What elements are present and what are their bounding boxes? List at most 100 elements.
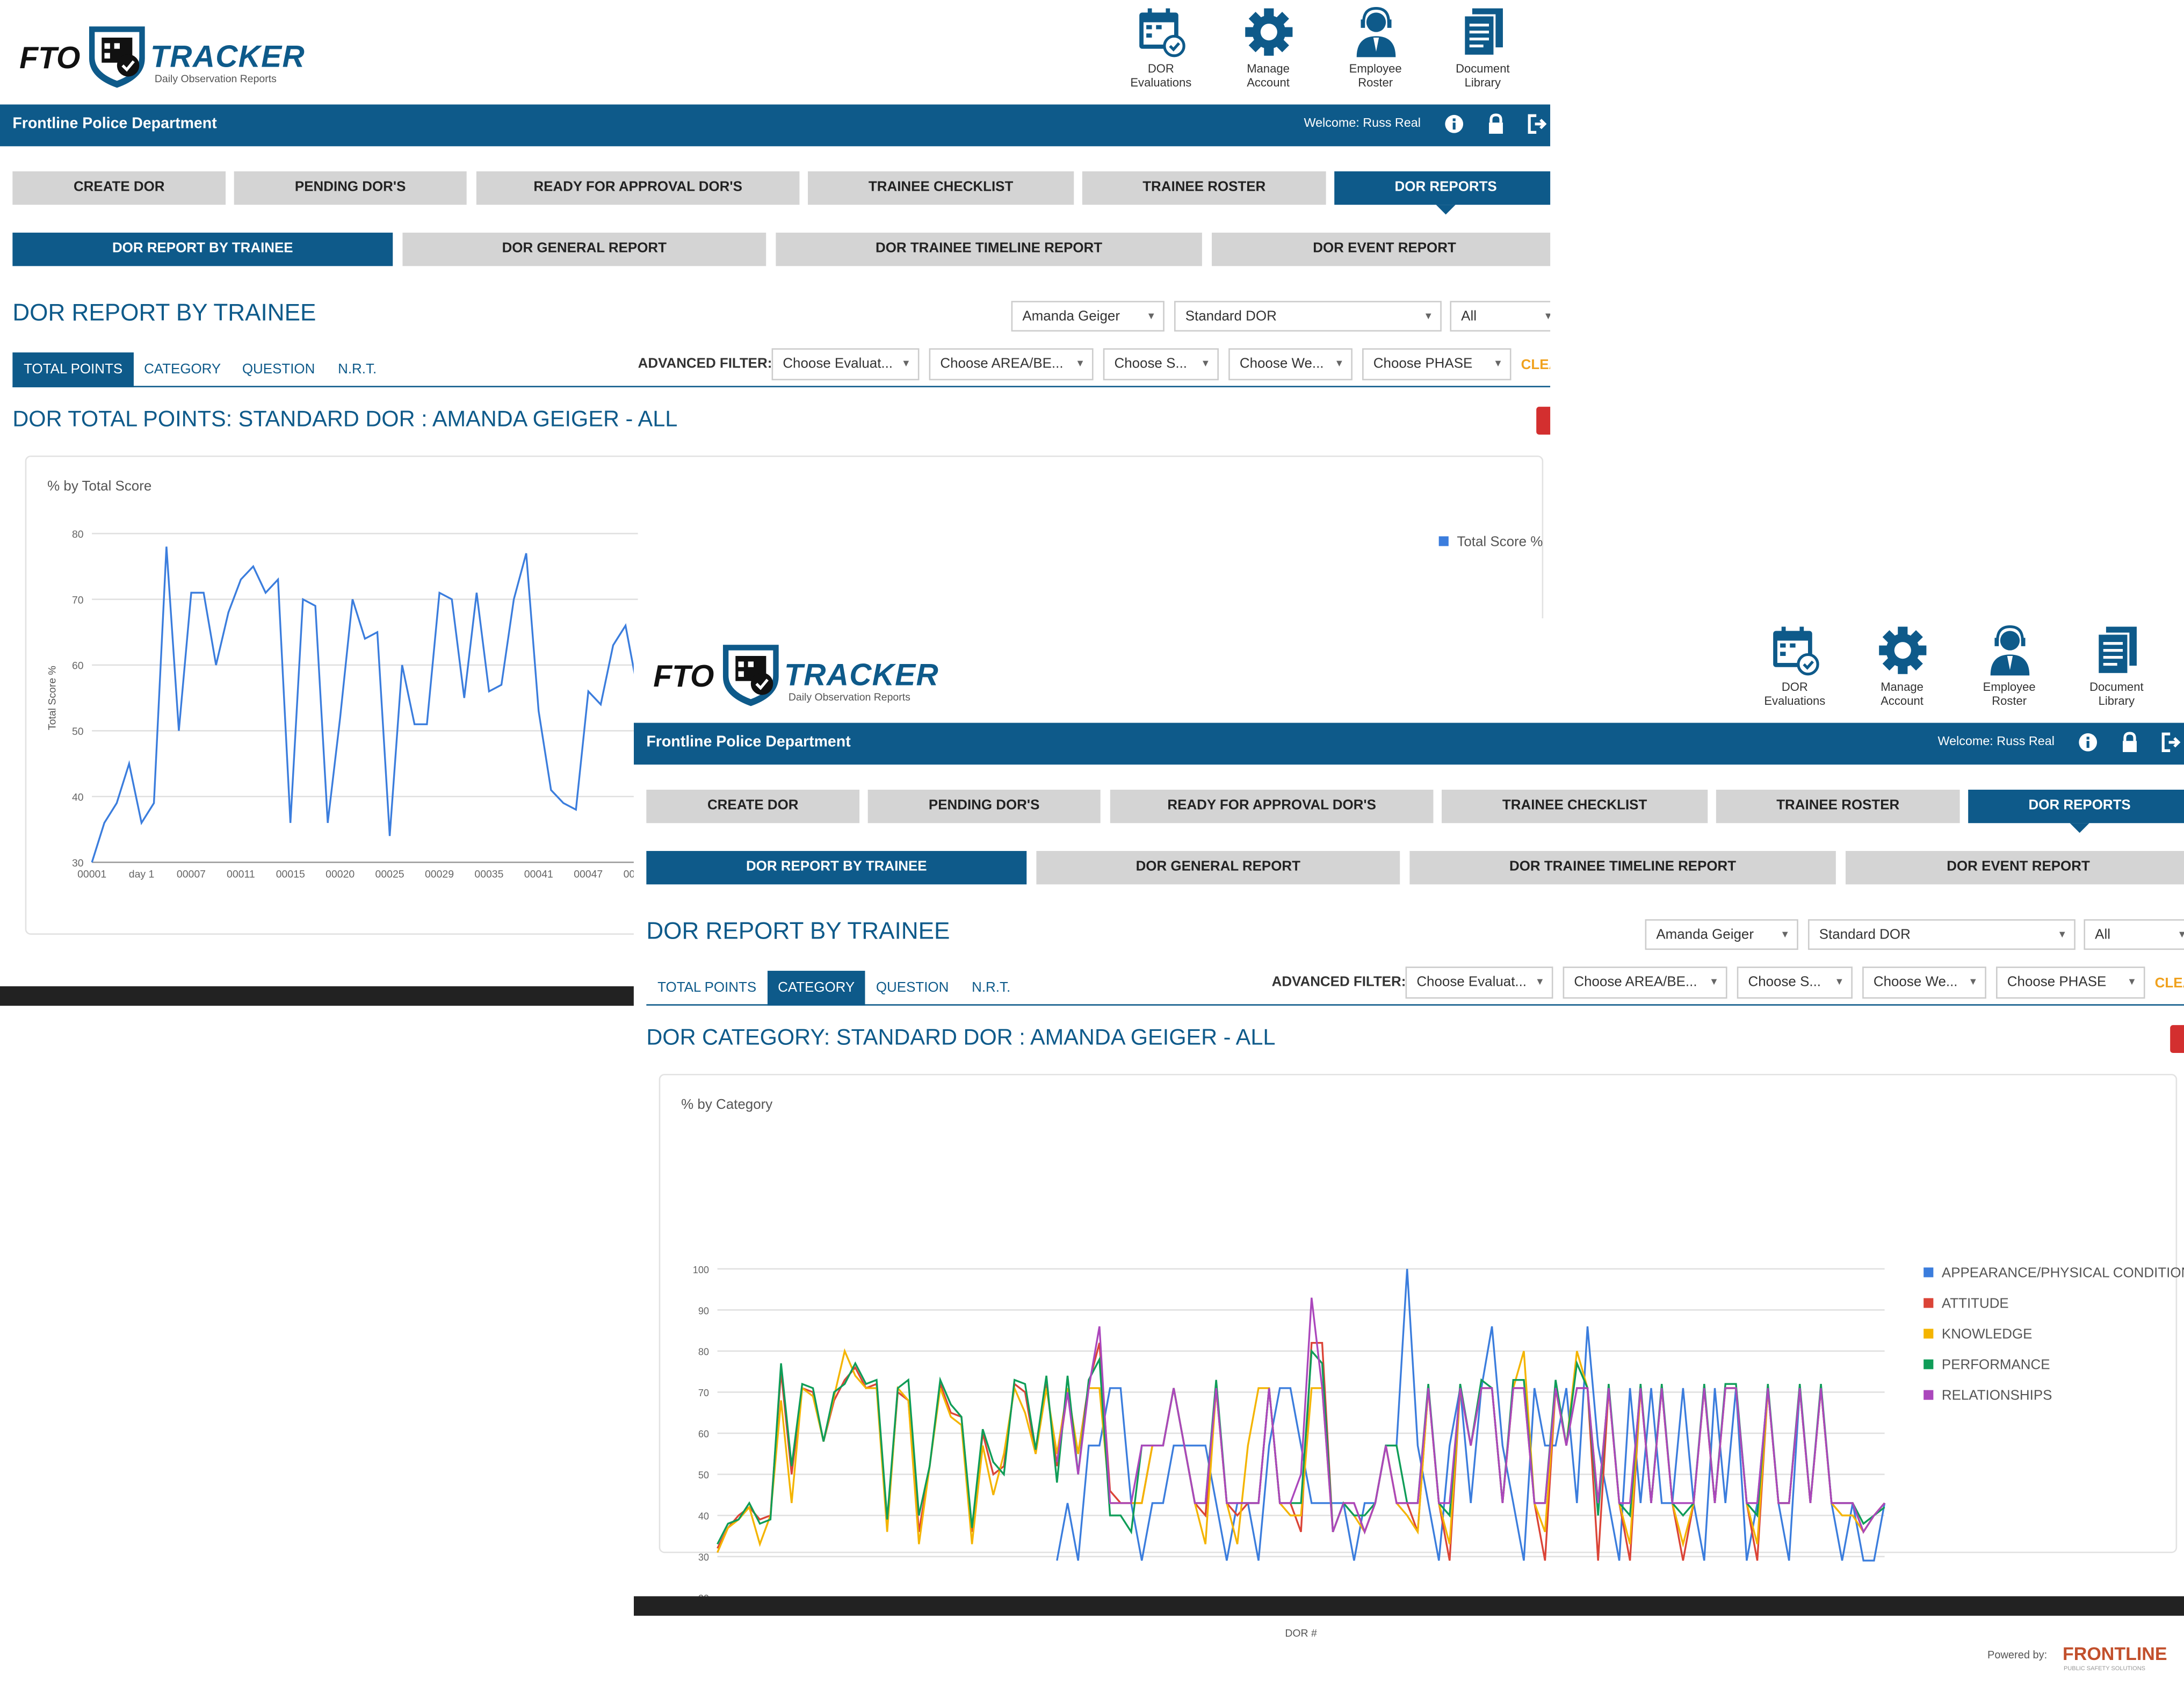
nav-document-library[interactable]: Document Library: [2063, 624, 2171, 718]
tab-dor-general-report[interactable]: DOR GENERAL REPORT: [1036, 851, 1400, 885]
logout-icon[interactable]: [1527, 113, 1549, 135]
nav-document-library[interactable]: Document Library: [1429, 5, 1537, 100]
info-icon[interactable]: [2077, 731, 2099, 753]
filter-week-select[interactable]: Choose We... ▼: [1862, 966, 1986, 999]
tab-trainee-roster[interactable]: TRAINEE ROSTER: [1716, 789, 1960, 824]
y-tick-label: 100: [693, 1265, 709, 1275]
y-tick-label: 70: [72, 594, 84, 606]
subtab-nrt[interactable]: N.R.T.: [972, 980, 1011, 996]
legend-swatch: [1923, 1390, 1934, 1400]
nav-employee-roster[interactable]: Employee Roster: [1322, 5, 1429, 100]
pdf-export-icon[interactable]: [1536, 407, 1551, 435]
shield-calendar-icon: [722, 645, 779, 706]
legend-swatch: [1923, 1298, 1934, 1308]
subtab-category[interactable]: CATEGORY: [767, 971, 865, 1006]
subtab-nrt[interactable]: N.R.T.: [338, 362, 377, 378]
series-line: [91, 546, 639, 863]
range-select-value: All: [2095, 927, 2111, 943]
nav-line1: Manage: [1881, 680, 1923, 694]
nav-manage-account[interactable]: Manage Account: [1214, 5, 1322, 100]
nav-employee-roster[interactable]: Employee Roster: [1956, 624, 2063, 718]
tab-dor-reports[interactable]: DOR REPORTS: [1334, 171, 1551, 215]
tab-ready-for-approval[interactable]: READY FOR APPROVAL DOR'S: [476, 171, 800, 205]
tab-dor-reports[interactable]: DOR REPORTS: [1968, 789, 2184, 833]
top-nav: DOR Evaluations Manage Account: [1108, 5, 1537, 100]
chart-title: % by Category: [681, 1098, 773, 1113]
subtab-total-points[interactable]: TOTAL POINTS: [12, 352, 134, 387]
filter-phase-value: Choose PHASE: [1373, 356, 1473, 372]
nav-line2: Evaluations: [1764, 694, 1826, 708]
pdf-export-icon[interactable]: [2170, 1025, 2184, 1053]
filter-evaluator-select[interactable]: Choose Evaluat... ▼: [1405, 966, 1553, 999]
form-select-value: Standard DOR: [1819, 927, 1911, 943]
lock-icon[interactable]: [2118, 731, 2140, 753]
fto-tracker-logo[interactable]: FTO TRACKER Daily Observation Reports: [19, 19, 312, 89]
sub-tabs-divider: [12, 386, 1551, 387]
headset-user-icon: [1990, 625, 2029, 676]
trainee-select[interactable]: Amanda Geiger ▼: [1645, 919, 1798, 950]
tab-dor-trainee-timeline-report[interactable]: DOR TRAINEE TIMELINE REPORT: [1409, 851, 1836, 885]
clear-filter-button[interactable]: CLEA: [1521, 358, 1550, 373]
range-select[interactable]: All ▼: [2084, 919, 2184, 950]
tab-dor-report-by-trainee[interactable]: DOR REPORT BY TRAINEE: [646, 851, 1027, 885]
tab-dor-event-report[interactable]: DOR EVENT REPORT: [1845, 851, 2184, 885]
filter-area-select[interactable]: Choose AREA/BE... ▼: [1563, 966, 1727, 999]
form-select[interactable]: Standard DOR ▼: [1807, 919, 2075, 950]
nav-dor-evaluations[interactable]: DOR Evaluations: [1108, 5, 1215, 100]
filter-phase-select[interactable]: Choose PHASE ▼: [1362, 348, 1512, 380]
frontline-logo-sub: PUBLIC SAFETY SOLUTIONS: [2064, 1665, 2146, 1672]
headset-user-icon: [1356, 6, 1395, 57]
tab-trainee-checklist[interactable]: TRAINEE CHECKLIST: [807, 171, 1074, 205]
tab-dor-general-report[interactable]: DOR GENERAL REPORT: [402, 233, 766, 266]
nav-line1: DOR: [1781, 680, 1808, 694]
nav-line2: Library: [2098, 694, 2135, 708]
filter-evaluator-select[interactable]: Choose Evaluat... ▼: [771, 348, 920, 380]
filter-area-value: Choose AREA/BE...: [940, 356, 1064, 372]
x-tick-label: 00041: [524, 869, 553, 880]
x-tick-label: 00047: [574, 869, 603, 880]
tab-pending-dors[interactable]: PENDING DOR'S: [234, 171, 467, 205]
fto-tracker-logo[interactable]: FTO TRACKER Daily Observation Reports: [653, 638, 946, 708]
nav-line2: Account: [1881, 694, 1923, 708]
filter-shift-select[interactable]: Choose S... ▼: [1103, 348, 1219, 380]
form-select[interactable]: Standard DOR ▼: [1174, 301, 1442, 332]
nav-manage-account[interactable]: Manage Account: [1848, 624, 1956, 718]
tab-trainee-roster[interactable]: TRAINEE ROSTER: [1082, 171, 1326, 205]
tab-create-dor[interactable]: CREATE DOR: [12, 171, 226, 205]
tab-ready-for-approval[interactable]: READY FOR APPROVAL DOR'S: [1110, 789, 1434, 824]
filter-shift-select[interactable]: Choose S... ▼: [1737, 966, 1853, 999]
tab-dor-event-report[interactable]: DOR EVENT REPORT: [1211, 233, 1551, 266]
tab-dor-trainee-timeline-report[interactable]: DOR TRAINEE TIMELINE REPORT: [776, 233, 1202, 266]
subtab-total-points[interactable]: TOTAL POINTS: [657, 980, 757, 996]
x-tick-label: 00011: [227, 869, 255, 880]
tab-trainee-checklist[interactable]: TRAINEE CHECKLIST: [1441, 789, 1708, 824]
legend-label: Total Score %: [1457, 534, 1543, 549]
tab-pending-dors[interactable]: PENDING DOR'S: [867, 789, 1101, 824]
x-tick-label: 00007: [177, 869, 206, 880]
info-icon[interactable]: [1443, 113, 1465, 135]
y-tick-label: 30: [698, 1552, 709, 1563]
subtab-question[interactable]: QUESTION: [876, 980, 949, 996]
range-select[interactable]: All ▼: [1450, 301, 1551, 332]
filter-phase-select[interactable]: Choose PHASE ▼: [1996, 966, 2145, 999]
documents-icon: [1462, 8, 1502, 57]
logout-icon[interactable]: [2160, 731, 2182, 753]
filter-week-select[interactable]: Choose We... ▼: [1228, 348, 1353, 380]
subtab-category[interactable]: CATEGORY: [144, 362, 221, 378]
tab-dor-report-by-trainee[interactable]: DOR REPORT BY TRAINEE: [12, 233, 393, 266]
lock-icon[interactable]: [1485, 113, 1507, 135]
chevron-down-icon: ▼: [1201, 359, 1211, 370]
subtab-question[interactable]: QUESTION: [242, 362, 315, 378]
nav-dor-evaluations[interactable]: DOR Evaluations: [1741, 624, 1849, 718]
clear-filter-button[interactable]: CLEA: [2154, 976, 2184, 992]
filter-area-select[interactable]: Choose AREA/BE... ▼: [929, 348, 1094, 380]
gear-icon: [1878, 626, 1926, 674]
report-title: DOR TOTAL POINTS: STANDARD DOR : AMANDA …: [12, 408, 678, 432]
chevron-down-icon: ▼: [1535, 978, 1545, 988]
chevron-down-icon: ▼: [1493, 359, 1503, 370]
logo-subtitle: Daily Observation Reports: [154, 72, 277, 85]
x-tick-label: 00001: [77, 869, 106, 880]
tab-create-dor[interactable]: CREATE DOR: [646, 789, 860, 824]
trainee-select[interactable]: Amanda Geiger ▼: [1011, 301, 1165, 332]
chevron-down-icon: ▼: [2057, 930, 2067, 941]
